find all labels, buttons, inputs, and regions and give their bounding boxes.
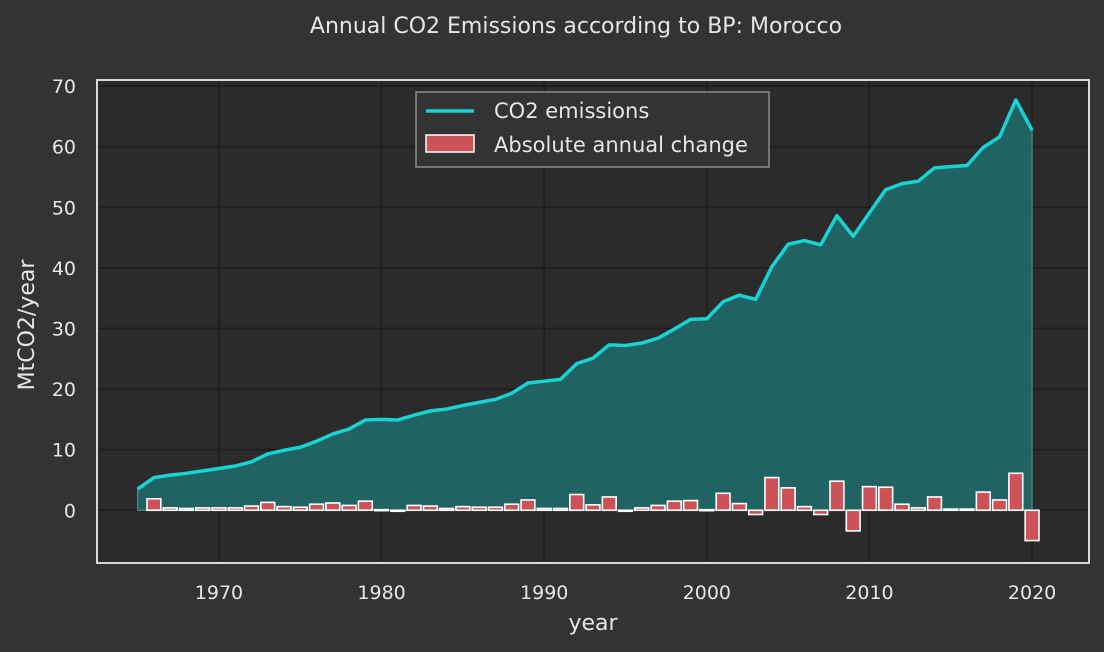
annual-change-bar bbox=[227, 507, 243, 512]
annual-change-bar bbox=[373, 508, 390, 512]
annual-change-bar bbox=[747, 509, 764, 516]
annual-change-bar bbox=[959, 508, 975, 512]
annual-change-bar bbox=[1008, 472, 1024, 512]
y-tick-label: 30 bbox=[52, 318, 76, 340]
annual-change-bar bbox=[487, 506, 504, 512]
annual-change-bar bbox=[536, 507, 552, 512]
annual-change-bar bbox=[341, 504, 357, 512]
legend-bar-swatch bbox=[425, 134, 475, 153]
annual-change-bar bbox=[829, 480, 845, 512]
annual-change-bar bbox=[422, 505, 439, 512]
annual-change-bar bbox=[194, 507, 211, 512]
x-tick-label: 2000 bbox=[683, 582, 731, 604]
annual-change-bar bbox=[878, 486, 894, 512]
annual-change-bar bbox=[585, 504, 601, 512]
annual-change-bar bbox=[861, 485, 878, 512]
annual-change-bar bbox=[634, 507, 650, 512]
legend-box bbox=[415, 91, 770, 168]
annual-change-bar bbox=[812, 509, 829, 516]
annual-change-bar bbox=[569, 493, 585, 512]
annual-change-bar bbox=[764, 476, 780, 512]
x-tick-label: 2010 bbox=[845, 582, 893, 604]
legend-label-co2-emissions: CO2 emissions bbox=[494, 99, 649, 123]
annual-change-bar bbox=[308, 503, 325, 512]
annual-change-bar bbox=[406, 504, 422, 512]
annual-change-bar bbox=[455, 505, 471, 512]
annual-change-bar bbox=[260, 501, 276, 512]
annual-change-bar bbox=[1024, 509, 1040, 542]
x-tick-label: 2020 bbox=[1008, 582, 1056, 604]
y-tick-label: 10 bbox=[52, 440, 76, 462]
annual-change-bar bbox=[390, 509, 406, 513]
line-layer bbox=[136, 98, 1034, 491]
annual-change-bar bbox=[650, 504, 666, 512]
bars bbox=[146, 472, 1040, 542]
annual-change-bar bbox=[666, 500, 683, 512]
annual-change-bar bbox=[682, 499, 699, 512]
x-axis: 1970 1980 1990 2000 2010 2020 bbox=[195, 582, 1056, 604]
y-tick-label: 40 bbox=[52, 258, 76, 280]
annual-change-bar bbox=[943, 508, 959, 512]
y-axis: 0 10 20 30 40 50 60 70 bbox=[52, 76, 76, 522]
annual-change-bar bbox=[926, 496, 943, 512]
annual-change-bar bbox=[796, 505, 813, 512]
annual-change-bar bbox=[243, 505, 260, 512]
annual-change-bar bbox=[601, 496, 617, 512]
x-tick-label: 1980 bbox=[357, 582, 405, 604]
plot-frame bbox=[96, 79, 1090, 564]
legend-label-absolute-annual-change: Absolute annual change bbox=[494, 133, 748, 157]
x-tick-label: 1970 bbox=[195, 582, 243, 604]
annual-change-bar bbox=[503, 503, 520, 512]
annual-change-bar bbox=[731, 502, 748, 512]
y-tick-label: 0 bbox=[64, 500, 76, 522]
annual-change-bar bbox=[699, 508, 715, 512]
annual-change-bar bbox=[617, 509, 634, 513]
annual-change-bar bbox=[211, 507, 227, 512]
annual-change-bar bbox=[276, 505, 292, 512]
chart-title: Annual CO2 Emissions according to BP: Mo… bbox=[310, 14, 842, 39]
annual-change-bar bbox=[975, 491, 992, 512]
annual-change-bar bbox=[146, 497, 162, 512]
x-tick-label: 1990 bbox=[520, 582, 568, 604]
annual-change-bar bbox=[471, 506, 487, 512]
annual-change-bar bbox=[438, 507, 455, 512]
annual-change-bar bbox=[520, 499, 536, 512]
annual-change-bar bbox=[292, 506, 308, 512]
annual-change-bar bbox=[894, 503, 910, 512]
annual-change-bar bbox=[552, 507, 569, 512]
y-tick-label: 70 bbox=[52, 76, 76, 98]
co2-emissions-line bbox=[136, 98, 1034, 491]
y-axis-title: MtCO2/year bbox=[15, 259, 40, 391]
annual-change-bar bbox=[178, 507, 195, 512]
annual-change-bar bbox=[715, 492, 731, 512]
annual-change-bar bbox=[357, 500, 374, 512]
annual-change-bar bbox=[910, 507, 926, 512]
annual-change-bar bbox=[780, 487, 796, 512]
y-tick-label: 20 bbox=[52, 379, 76, 401]
annual-change-bar bbox=[162, 507, 178, 512]
y-tick-label: 60 bbox=[52, 137, 76, 159]
y-tick-label: 50 bbox=[52, 197, 76, 219]
annual-change-bar bbox=[325, 502, 341, 512]
x-axis-title: year bbox=[568, 611, 618, 636]
annual-change-bar bbox=[845, 509, 861, 532]
annual-change-bar bbox=[991, 499, 1008, 512]
legend: CO2 emissions Absolute annual change bbox=[415, 91, 770, 168]
